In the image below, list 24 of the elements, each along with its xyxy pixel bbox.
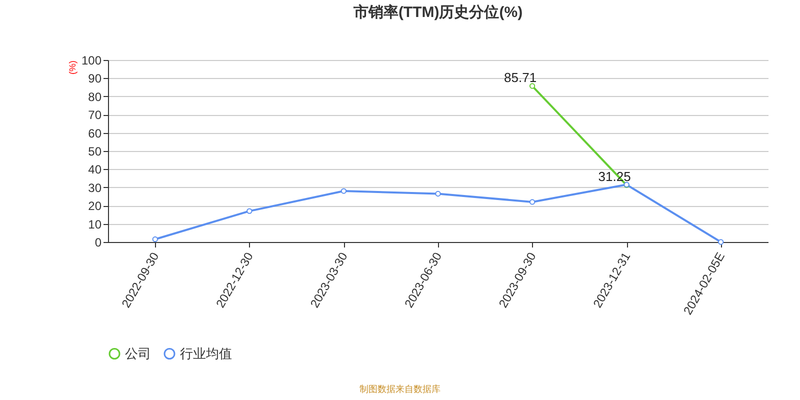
y-tick-label: 40 [88, 162, 102, 177]
y-tick-label: 70 [88, 108, 102, 122]
y-tick-label: 90 [88, 72, 102, 86]
point [435, 190, 441, 197]
y-tick-label: 30 [88, 180, 102, 195]
y-axis-title: (%) [67, 60, 78, 74]
data-label: 85.71 [504, 70, 537, 86]
point [529, 83, 536, 89]
legend-label: 公司 [125, 346, 151, 361]
point [718, 239, 724, 245]
y-tick-label: 100 [81, 54, 102, 68]
y-tick-label: 10 [88, 217, 102, 232]
y-tick-label: 60 [88, 126, 102, 140]
point [246, 208, 252, 214]
chart-title: 市销率(TTM)历史分位(%) [352, 3, 523, 21]
text: 制图数据来自数据库 [358, 384, 442, 396]
y-tick-label: 50 [88, 144, 102, 158]
point [340, 188, 347, 194]
point [152, 236, 158, 242]
y-tick-label: 0 [94, 236, 102, 250]
y-tick-label: 20 [88, 199, 102, 214]
y-tick-label: 80 [88, 90, 102, 104]
point [529, 199, 536, 205]
legend-label: 行业均值 [180, 346, 232, 361]
